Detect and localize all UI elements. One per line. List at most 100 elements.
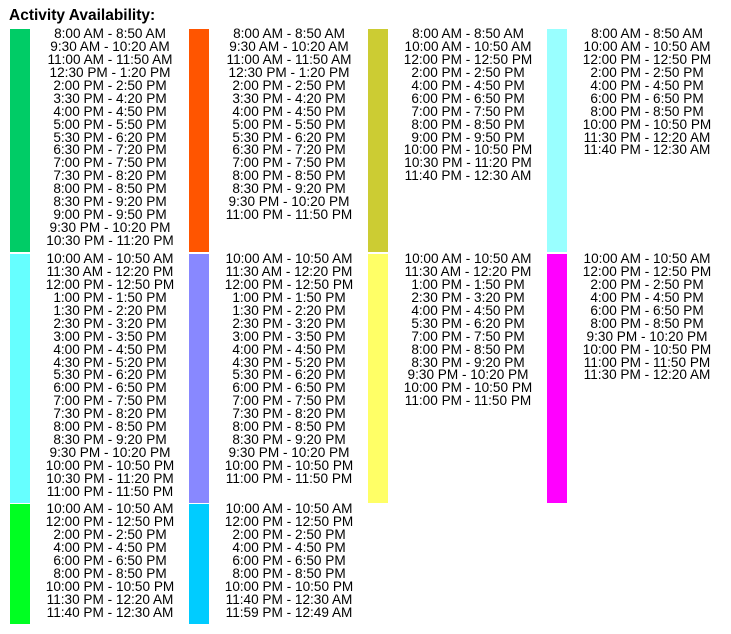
- time-slot: 11:59 PM - 12:49 AM: [225, 604, 353, 620]
- time-slot: 10:00 AM - 10:50 AM: [404, 38, 532, 54]
- activity-color-bar: [10, 504, 30, 624]
- time-slot: 4:00 PM - 4:50 PM: [232, 103, 346, 119]
- time-slot: 11:00 PM - 11:50 PM: [225, 470, 353, 486]
- time-slot: 12:00 PM - 12:50 PM: [582, 51, 712, 67]
- time-slot: 9:30 AM - 10:20 AM: [229, 38, 349, 54]
- time-slot: 9:30 AM - 10:20 AM: [50, 38, 170, 54]
- time-slot: 2:30 PM - 3:20 PM: [411, 289, 525, 305]
- time-slot: 6:00 PM - 6:50 PM: [53, 380, 167, 396]
- time-slot: 8:30 PM - 9:20 PM: [411, 354, 525, 370]
- time-slot: 8:00 PM - 8:50 PM: [411, 341, 525, 357]
- time-slot: 11:00 PM - 11:50 PM: [404, 393, 532, 409]
- time-slot: 11:00 PM - 11:50 PM: [583, 354, 711, 370]
- time-slot: 9:30 PM - 10:20 PM: [586, 328, 708, 344]
- time-slot: 10:00 PM - 10:50 PM: [582, 341, 712, 357]
- time-slot: 12:30 PM - 1:20 PM: [49, 64, 171, 80]
- time-slot: 11:40 PM - 12:30 AM: [404, 168, 532, 184]
- time-slot: 4:30 PM - 5:20 PM: [232, 354, 346, 370]
- time-slot: 6:00 PM - 6:50 PM: [590, 90, 704, 106]
- time-slot: 11:00 AM - 11:50 AM: [47, 51, 173, 67]
- time-slot: 10:00 AM - 10:50 AM: [583, 38, 711, 54]
- time-slot: 11:40 PM - 12:30 AM: [46, 604, 174, 620]
- time-slot-list: 8:00 AM - 8:50 AM 9:30 AM - 10:20 AM 11:00…: [209, 26, 369, 223]
- time-slot: 7:00 PM - 7:50 PM: [411, 328, 525, 344]
- time-slot: 5:00 PM - 5:50 PM: [53, 116, 167, 132]
- time-slot: 11:30 AM - 12:20 PM: [46, 263, 174, 279]
- time-slot-list: 10:00 AM - 10:50 AM 12:00 PM - 12:50 PM 2:…: [567, 251, 727, 383]
- time-slot: 12:00 PM - 12:50 PM: [45, 276, 175, 292]
- time-slot: 11:30 PM - 12:20 AM: [583, 129, 711, 145]
- time-slot: 10:00 AM - 10:50 AM: [225, 251, 353, 266]
- time-slot: 11:00 PM - 11:50 PM: [225, 207, 353, 223]
- time-slot: 3:00 PM - 3:50 PM: [53, 328, 167, 344]
- time-slot: 8:00 AM - 8:50 AM: [591, 26, 703, 41]
- time-slot-list: 8:00 AM - 8:50 AM 10:00 AM - 10:50 AM 12:0…: [388, 27, 548, 184]
- time-slot-list: 10:00 AM - 10:50 AM 12:00 PM - 12:50 PM 2:…: [30, 502, 190, 620]
- time-slot: 9:30 PM - 10:20 PM: [228, 194, 350, 210]
- time-slot: 9:30 PM - 10:20 PM: [49, 445, 171, 461]
- time-slot: 10:30 PM - 11:20 PM: [46, 233, 174, 248]
- time-slot: 2:00 PM - 2:50 PM: [53, 77, 167, 93]
- time-slot-list: 10:00 AM - 10:50 AM 12:00 PM - 12:50 PM 2:…: [209, 502, 369, 620]
- time-slot: 8:30 PM - 9:20 PM: [53, 194, 167, 210]
- time-slot: 11:30 PM - 12:20 AM: [46, 591, 174, 607]
- time-slot-list: 8:00 AM - 8:50 AM 10:00 AM - 10:50 AM 12:0…: [567, 26, 727, 157]
- time-slot: 8:00 PM - 8:50 PM: [411, 116, 525, 132]
- time-slot: 7:00 PM - 7:50 PM: [411, 103, 525, 119]
- time-slot: 5:30 PM - 6:20 PM: [232, 129, 346, 145]
- time-slot: 8:00 PM - 8:50 PM: [53, 419, 167, 435]
- time-slot: 10:30 PM - 11:20 PM: [46, 470, 174, 486]
- time-slot: 12:00 PM - 12:50 PM: [224, 513, 354, 529]
- time-slot: 1:00 PM - 1:50 PM: [232, 289, 346, 305]
- time-slot: 3:30 PM - 4:20 PM: [53, 90, 167, 106]
- time-slot: 10:00 PM - 10:50 PM: [224, 578, 354, 594]
- activity-color-bar: [189, 504, 209, 624]
- time-slot: 6:00 PM - 6:50 PM: [53, 552, 167, 568]
- time-slot-list: 10:00 AM - 10:50 AM 11:30 AM - 12:20 PM 12…: [209, 251, 369, 486]
- time-slot: 2:30 PM - 3:20 PM: [232, 315, 346, 331]
- time-slot-list: 10:00 AM - 10:50 AM 11:30 AM - 12:20 PM 12…: [30, 252, 190, 499]
- time-slot: 7:30 PM - 8:20 PM: [232, 406, 346, 422]
- time-slot: 4:00 PM - 4:50 PM: [411, 77, 525, 93]
- time-slot: 8:30 PM - 9:20 PM: [232, 432, 346, 448]
- time-slot: 7:00 PM - 7:50 PM: [232, 393, 346, 409]
- time-slot: 7:00 PM - 7:50 PM: [53, 393, 167, 409]
- time-slot: 5:00 PM - 5:50 PM: [232, 116, 346, 132]
- time-slot: 11:30 AM - 12:20 PM: [404, 263, 532, 279]
- time-slot: 2:00 PM - 2:50 PM: [411, 64, 525, 80]
- time-slot: 7:00 PM - 7:50 PM: [232, 155, 346, 171]
- time-slot: 4:00 PM - 4:50 PM: [232, 341, 346, 357]
- time-slot: 5:30 PM - 6:20 PM: [232, 367, 346, 383]
- time-slot: 10:00 PM - 10:50 PM: [45, 458, 175, 473]
- time-slot: 11:30 PM - 12:20 AM: [583, 367, 711, 383]
- time-slot: 6:00 PM - 6:50 PM: [590, 302, 704, 318]
- time-slot: 3:30 PM - 4:20 PM: [232, 90, 346, 106]
- time-slot: 6:00 PM - 6:50 PM: [232, 380, 346, 396]
- time-slot: 5:30 PM - 6:20 PM: [411, 315, 525, 331]
- time-slot: 9:30 PM - 10:20 PM: [49, 220, 171, 236]
- time-slot: 1:30 PM - 2:20 PM: [53, 302, 167, 318]
- time-slot: 11:30 AM - 12:20 PM: [225, 263, 353, 279]
- time-slot: 2:00 PM - 2:50 PM: [232, 77, 346, 93]
- time-slot: 5:30 PM - 6:20 PM: [53, 367, 167, 383]
- time-slot: 2:00 PM - 2:50 PM: [590, 64, 704, 80]
- time-slot: 4:00 PM - 4:50 PM: [590, 289, 704, 305]
- time-slot: 4:00 PM - 4:50 PM: [53, 103, 167, 119]
- time-slot: 5:30 PM - 6:20 PM: [53, 129, 167, 145]
- time-slot: 10:00 PM - 10:50 PM: [45, 578, 175, 594]
- time-slot: 8:30 PM - 9:20 PM: [53, 432, 167, 448]
- time-slot: 2:00 PM - 2:50 PM: [53, 526, 167, 542]
- time-slot: 7:30 PM - 8:20 PM: [53, 168, 167, 184]
- time-slot: 10:00 PM - 10:50 PM: [582, 116, 712, 132]
- time-slot: 4:00 PM - 4:50 PM: [53, 539, 167, 555]
- time-slot: 9:30 PM - 10:20 PM: [407, 367, 529, 383]
- time-slot: 6:00 PM - 6:50 PM: [232, 552, 346, 568]
- time-slot: 8:00 AM - 8:50 AM: [233, 26, 345, 41]
- time-slot: 12:30 PM - 1:20 PM: [228, 64, 350, 80]
- activity-color-bar: [189, 254, 209, 503]
- activity-color-bar: [547, 254, 567, 503]
- time-slot: 10:00 AM - 10:50 AM: [583, 251, 711, 266]
- time-slot: 8:00 PM - 8:50 PM: [232, 168, 346, 184]
- time-slot: 8:00 PM - 8:50 PM: [53, 181, 167, 197]
- time-slot-list: 8:00 AM - 8:50 AM 9:30 AM - 10:20 AM 11:00…: [30, 27, 190, 248]
